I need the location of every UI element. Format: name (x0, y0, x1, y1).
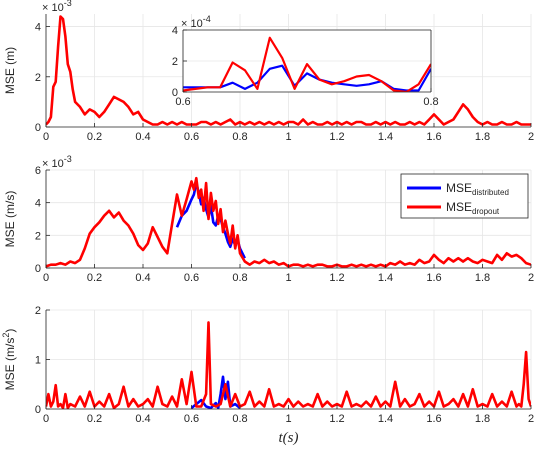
x-tick-label: 1.8 (475, 272, 490, 284)
x-tick-label: 0.6 (184, 272, 199, 284)
x-tick-label: 0 (43, 413, 49, 425)
x-tick-label: 1.8 (475, 413, 490, 425)
x-tick-label: 0.8 (232, 272, 247, 284)
series-line-dropout (46, 176, 531, 268)
x-tick-label: 0.4 (135, 131, 150, 143)
x-tick-label: 1.4 (378, 272, 393, 284)
y-tick-label: 2 (35, 305, 41, 317)
x-tick-label: 1.6 (426, 413, 441, 425)
x-tick-label: 1.8 (475, 131, 490, 143)
series-line-dropout (46, 321, 531, 409)
y-tick-label: 4 (35, 22, 41, 34)
y-axis-label-text: MSE (m/s) (3, 191, 17, 248)
x-tick-label: 1.6 (426, 131, 441, 143)
y-axis-label-text: MSE (m) (3, 47, 17, 94)
exponent-power: -4 (203, 14, 211, 24)
x-tick-label: 2 (528, 131, 534, 143)
x-tick-label: 0.2 (87, 131, 102, 143)
y-tick-label: 6 (35, 165, 41, 177)
legend-box (400, 173, 529, 219)
y-tick-label: 1 (35, 355, 41, 367)
x-tick-label: 0.6 (184, 413, 199, 425)
exponent-power: -3 (64, 154, 72, 164)
x-tick-label: 0.2 (87, 413, 102, 425)
series-line-dropout (46, 15, 531, 126)
legend-label-dropout: MSEdropout (446, 200, 500, 216)
x-tick-label: 1.6 (426, 272, 441, 284)
axes-vel: 0 0.2 0.4 0.6 0.8 1 1.2 1.4 1.6 1.8 2 0 2 4 6× 10-3 MSE… (3, 154, 534, 284)
legend-label-sub: distributed (472, 188, 509, 197)
y-tick-label: 0 (35, 263, 41, 275)
y-axis-label: MSE (m/s2) (1, 329, 17, 391)
x-tick-label: 1 (285, 131, 291, 143)
series-line-dropout (183, 36, 431, 92)
y-tick-label: 0 (35, 404, 41, 416)
x-tick-label: 1.4 (378, 413, 393, 425)
x-tick-label: 1.2 (329, 272, 344, 284)
x-tick-label: 0.2 (87, 272, 102, 284)
exponent-base: × 10 (42, 158, 64, 170)
x-tick-label: 0.8 (232, 131, 247, 143)
legend-label-sub: dropout (472, 207, 500, 216)
x-tick-label: 0.4 (135, 272, 150, 284)
y-axis-label-end: ) (3, 329, 17, 333)
legend-label-main: MSE (446, 200, 472, 214)
x-tick-label: 1 (285, 413, 291, 425)
x-tick-label: 2 (528, 413, 534, 425)
x-tick-label: 0.4 (135, 413, 150, 425)
y-tick-label: 0 (35, 122, 41, 134)
y-tick-label: 2 (35, 230, 41, 242)
y-axis-label-text: MSE (m/s (3, 338, 17, 391)
x-tick-label: 1 (285, 272, 291, 284)
y-tick-label: 4 (35, 198, 41, 210)
x-tick-label: 0.8 (423, 96, 438, 108)
x-tick-label: 0.8 (232, 413, 247, 425)
x-tick-label: 2 (528, 272, 534, 284)
y-axis-label: MSE (m) (3, 47, 17, 94)
exponent-base: × 10 (42, 2, 64, 14)
y-tick-label: 2 (35, 72, 41, 84)
x-axis-label: t(s) (279, 430, 299, 446)
x-tick-label: 1.2 (329, 413, 344, 425)
y-axis-label: MSE (m/s) (3, 191, 17, 248)
legend-label-main: MSE (446, 181, 472, 195)
axis-exponent-label: × 10-4 (181, 14, 211, 30)
exponent-power: -3 (64, 0, 72, 8)
x-tick-label: 0 (43, 131, 49, 143)
x-tick-label: 1.4 (378, 131, 393, 143)
exponent-base: × 10 (181, 18, 203, 30)
y-tick-label: 2 (172, 56, 178, 68)
y-tick-label: 4 (172, 25, 178, 37)
x-tick-label: 0.6 (184, 131, 199, 143)
legend-label-distributed: MSEdistributed (446, 181, 509, 197)
y-axis-label-sup: 2 (1, 333, 11, 338)
x-tick-label: 0.6 (175, 96, 190, 108)
axes-pos-inset: 0.6 0.8 0 2 4× 10-4 (172, 14, 439, 108)
y-tick-label: 0 (172, 87, 178, 99)
axis-exponent-label: × 10-3 (42, 154, 72, 170)
axis-exponent-label: × 10-3 (42, 0, 72, 14)
series-line-distributed (175, 181, 246, 259)
x-tick-label: 1.2 (329, 131, 344, 143)
x-tick-label: 0 (43, 272, 49, 284)
